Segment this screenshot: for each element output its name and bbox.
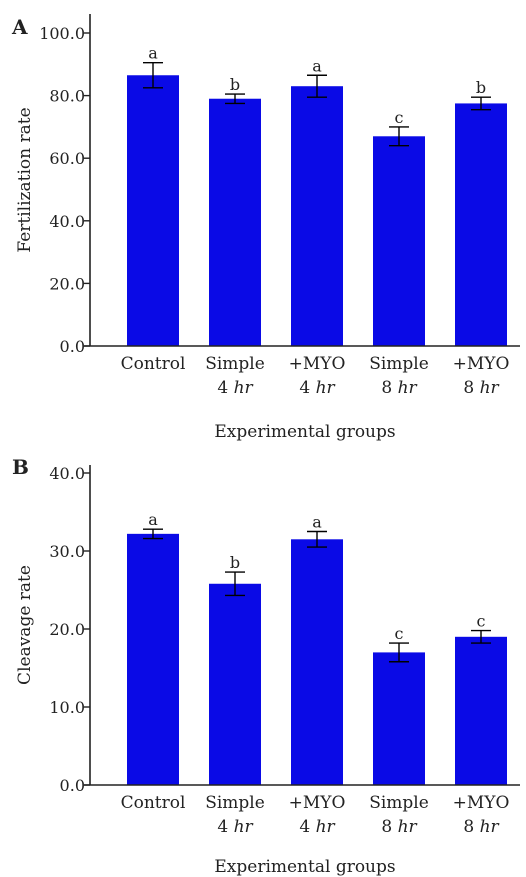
significance-letter: b <box>230 553 240 572</box>
y-tick-label: 20.0 <box>49 274 85 293</box>
y-tick-label: 100.0 <box>39 24 85 43</box>
category-label-unit: hr <box>316 817 336 837</box>
error-bar <box>225 571 245 597</box>
bar <box>127 75 179 346</box>
category-label: Simple <box>205 793 265 813</box>
error-bar <box>389 126 409 147</box>
bar <box>209 98 261 346</box>
category-label: +MYO <box>453 354 510 374</box>
x-axis-title: Experimental groups <box>214 857 395 877</box>
category-label-unit: hr <box>234 817 254 837</box>
category-label: +MYO <box>289 354 346 374</box>
category-label: Control <box>121 354 186 374</box>
category-label: Simple <box>205 354 265 374</box>
category-label-number: 4 <box>217 378 233 398</box>
y-tick-label: 0.0 <box>60 776 85 795</box>
bar <box>291 86 343 347</box>
y-tick-label: 0.0 <box>60 337 85 356</box>
error-bar <box>143 528 163 540</box>
panel-label: A <box>11 15 28 39</box>
category-label-line2: 8 hr <box>463 817 499 837</box>
significance-letter: b <box>230 75 240 94</box>
category-label-unit: hr <box>480 817 500 837</box>
category-label-number: 4 <box>217 817 233 837</box>
category-label: Control <box>121 793 186 813</box>
error-bar <box>307 74 327 98</box>
y-tick-label: 20.0 <box>49 620 85 639</box>
y-tick-label: 40.0 <box>49 212 85 231</box>
bar <box>127 533 179 785</box>
error-bar <box>471 96 491 111</box>
significance-letter: b <box>476 78 486 97</box>
category-label-number: 4 <box>299 817 315 837</box>
error-bar <box>225 93 245 105</box>
chart-panel-a: Aa Control b Simple 4 hr a +MYO 4 hr c Simple 8 hr… <box>11 14 520 442</box>
category-label-line2: 4 hr <box>217 378 253 398</box>
y-tick-label: 60.0 <box>49 149 85 168</box>
category-label-line2: 8 hr <box>463 378 499 398</box>
category-label-line2: 4 hr <box>217 817 253 837</box>
bar <box>455 103 507 346</box>
category-label-number: 8 <box>463 817 479 837</box>
significance-letter: a <box>148 510 158 529</box>
chart-panel-b: Ba Control b Simple 4 hr a +MYO 4 hr c Simple 8 hr… <box>12 455 520 877</box>
significance-letter: a <box>148 44 158 63</box>
error-bar <box>471 629 491 644</box>
category-label-number: 4 <box>299 378 315 398</box>
significance-letter: a <box>312 513 322 532</box>
category-label-line2: 4 hr <box>299 378 335 398</box>
x-axis-title: Experimental groups <box>214 422 395 442</box>
category-label-unit: hr <box>234 378 254 398</box>
significance-letter: c <box>395 108 404 127</box>
y-tick-label: 80.0 <box>49 87 85 106</box>
y-axis-title: Cleavage rate <box>15 565 35 685</box>
category-label-line2: 4 hr <box>299 817 335 837</box>
y-tick-label: 40.0 <box>49 464 85 483</box>
bar <box>373 136 425 346</box>
bar <box>291 539 343 785</box>
significance-letter: c <box>477 612 486 631</box>
category-label-unit: hr <box>316 378 336 398</box>
y-axis-title: Fertilization rate <box>15 107 35 252</box>
bar <box>209 583 261 785</box>
category-label-number: 8 <box>381 817 397 837</box>
category-label-unit: hr <box>398 378 418 398</box>
panel-label: B <box>12 455 29 479</box>
significance-letter: c <box>395 624 404 643</box>
category-label-unit: hr <box>480 378 500 398</box>
significance-letter: a <box>312 56 322 75</box>
error-bar <box>307 530 327 548</box>
bar <box>455 636 507 785</box>
category-label-line2: 8 hr <box>381 817 417 837</box>
category-label-unit: hr <box>398 817 418 837</box>
bar <box>373 652 425 785</box>
y-tick-label: 30.0 <box>49 542 85 561</box>
error-bar <box>389 642 409 663</box>
category-label: Simple <box>369 354 429 374</box>
y-tick-label: 10.0 <box>49 698 85 717</box>
category-label-line2: 8 hr <box>381 378 417 398</box>
category-label: +MYO <box>453 793 510 813</box>
category-label-number: 8 <box>381 378 397 398</box>
category-label: Simple <box>369 793 429 813</box>
category-label: +MYO <box>289 793 346 813</box>
error-bar <box>143 62 163 89</box>
category-label-number: 8 <box>463 378 479 398</box>
